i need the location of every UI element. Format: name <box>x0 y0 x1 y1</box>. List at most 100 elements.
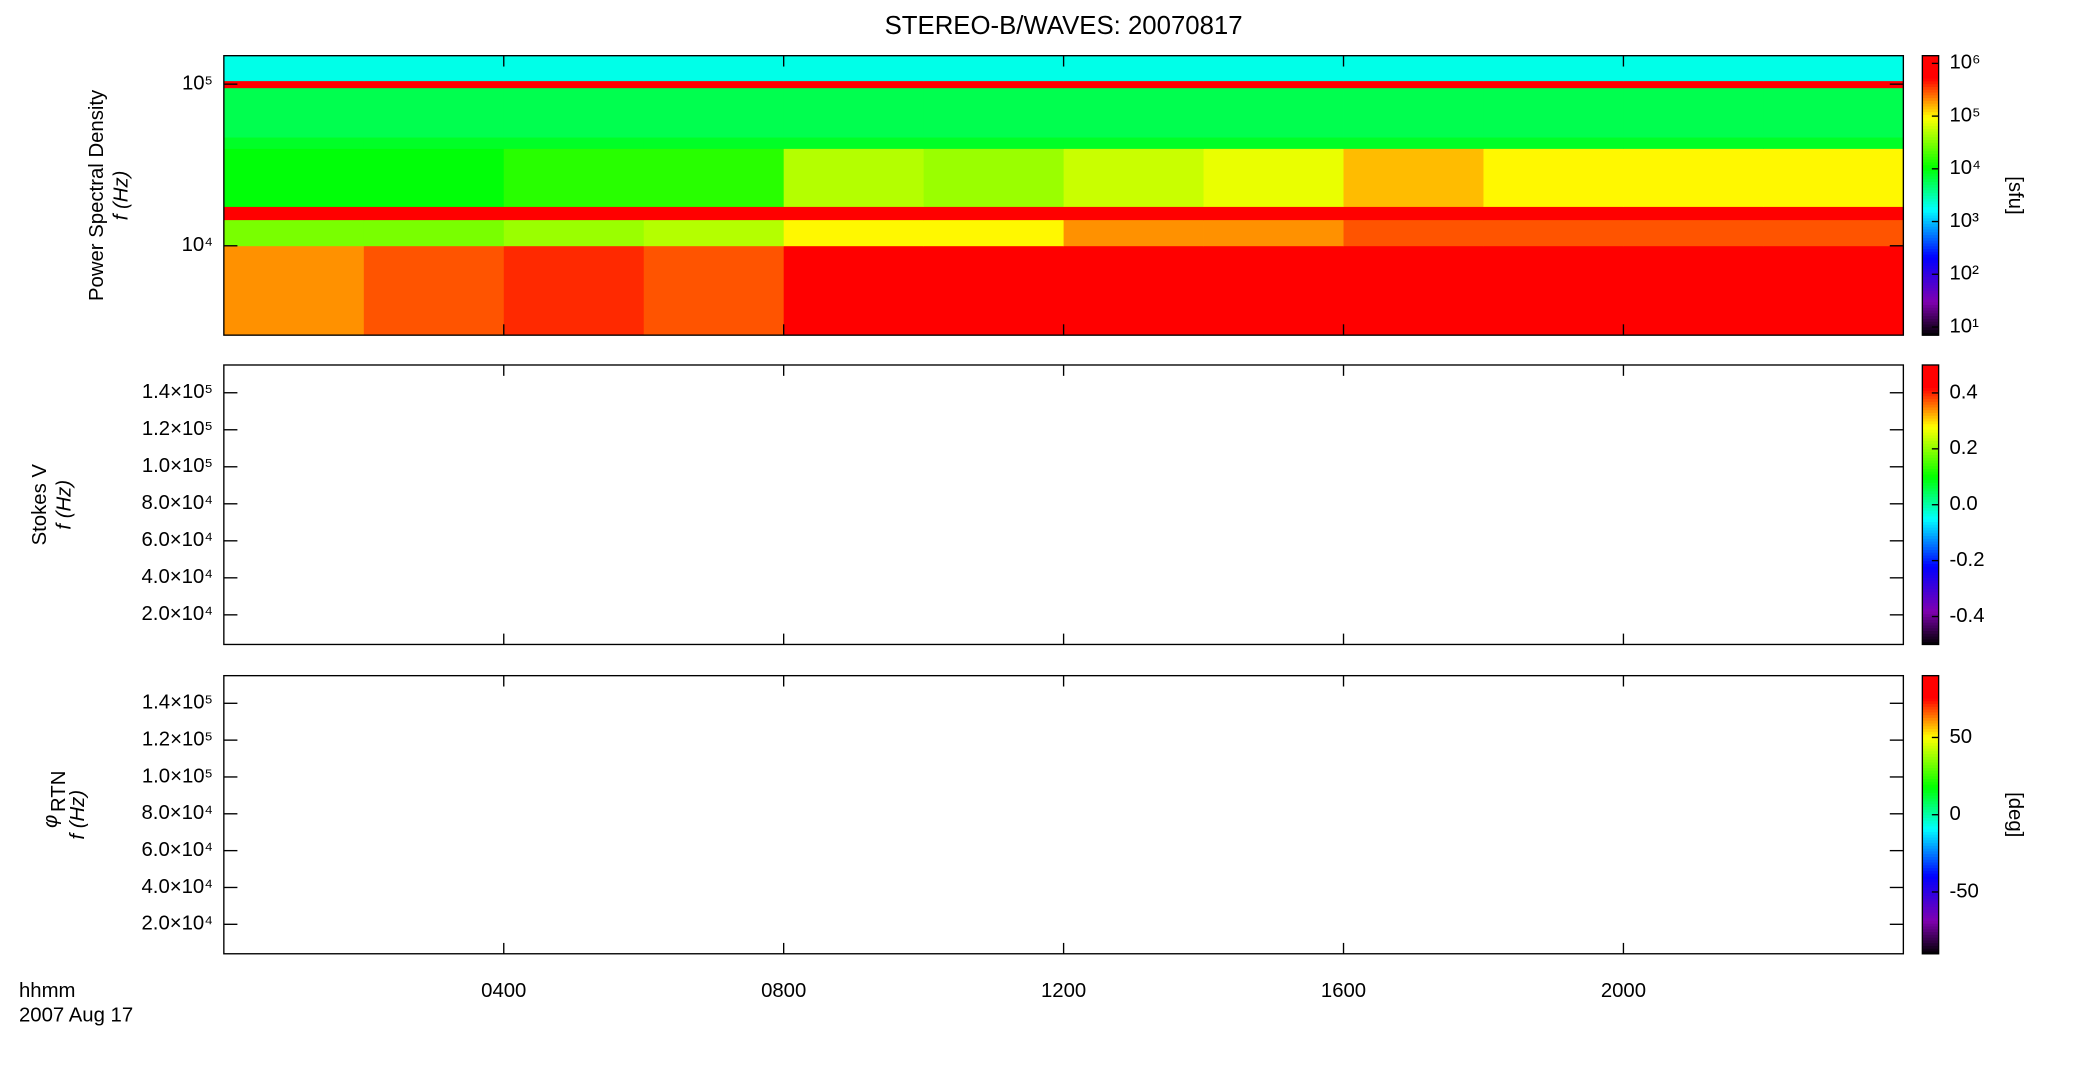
heatmap-cell <box>223 87 365 138</box>
colorbar-band <box>1922 588 1939 592</box>
colorbar-band <box>1922 867 1939 871</box>
colorbar-band <box>1922 848 1939 852</box>
colorbar-band <box>1922 613 1939 618</box>
heatmap-cell <box>223 219 365 247</box>
colorbar-band <box>1922 214 1939 219</box>
colorbar-band <box>1922 711 1939 716</box>
colorbar-band <box>1922 778 1939 782</box>
heatmap-cell <box>783 245 925 336</box>
colorbar-band <box>1922 309 1939 314</box>
colorbar-band <box>1922 329 1939 333</box>
colorbar-band <box>1922 557 1939 562</box>
heatmap-cell <box>1203 245 1344 336</box>
colorbar-band <box>1922 167 1939 171</box>
colorbar-band <box>1922 409 1939 414</box>
colorbar-band <box>1922 610 1939 615</box>
heatmap-cell <box>223 80 365 89</box>
colorbar-tick-label: 10¹ <box>1949 315 1979 337</box>
colorbar-band <box>1922 795 1939 799</box>
colorbar-band <box>1922 304 1939 308</box>
heatmap-cell <box>643 87 785 138</box>
colorbar-band <box>1922 934 1939 938</box>
colorbar-band <box>1922 440 1939 444</box>
colorbar-band <box>1922 61 1939 65</box>
colorbar-band <box>1922 262 1939 266</box>
colorbar-band <box>1922 594 1939 598</box>
colorbar-band <box>1922 756 1939 760</box>
heatmap-cell <box>1063 80 1204 89</box>
colorbar-band <box>1922 928 1939 933</box>
colorbar-band <box>1922 251 1939 255</box>
colorbar-band <box>1922 912 1939 916</box>
colorbar-band <box>1922 920 1939 924</box>
colorbar-band <box>1922 622 1939 626</box>
heatmap-cell <box>223 148 365 207</box>
colorbar-band <box>1922 825 1939 830</box>
colorbar-band <box>1922 242 1939 247</box>
colorbar-band <box>1922 367 1939 372</box>
heatmap-cell <box>1763 219 1904 247</box>
colorbar-band <box>1922 321 1939 325</box>
colorbar-band <box>1922 806 1939 810</box>
colorbar-band <box>1922 599 1939 604</box>
colorbar-band <box>1922 332 1939 336</box>
colorbar-band <box>1922 89 1939 93</box>
colorbar-band <box>1922 192 1939 196</box>
colorbar-band <box>1922 909 1939 913</box>
colorbar-band <box>1922 828 1939 832</box>
heatmap-cell <box>223 206 365 221</box>
heatmap-cell <box>783 206 925 221</box>
colorbar-band <box>1922 831 1939 835</box>
colorbar-band <box>1922 624 1939 629</box>
heatmap-cell <box>1203 80 1344 89</box>
colorbar-band <box>1922 217 1939 222</box>
y-tick-label: 1.4×10⁵ <box>142 692 213 714</box>
colorbar-band <box>1922 103 1939 107</box>
colorbar-band <box>1922 256 1939 261</box>
colorbar-band <box>1922 131 1939 135</box>
colorbar-tick-label: 10² <box>1949 263 1979 285</box>
colorbar-tick-label: 0.4 <box>1949 381 1977 403</box>
heatmap-cell <box>1763 137 1904 149</box>
colorbar-label: [sfu] <box>2004 176 2026 214</box>
colorbar-band <box>1922 448 1939 453</box>
colorbar-band <box>1922 490 1939 495</box>
colorbar-band <box>1922 524 1939 528</box>
colorbar-band <box>1922 312 1939 317</box>
heatmap-cell <box>1763 148 1904 207</box>
colorbar-band <box>1922 504 1939 509</box>
heatmap-cell <box>643 219 785 247</box>
colorbar-band <box>1922 764 1939 768</box>
colorbar-band <box>1922 476 1939 481</box>
colorbar-band <box>1922 563 1939 567</box>
colorbar-band <box>1922 323 1939 328</box>
colorbar-band <box>1922 950 1939 955</box>
colorbar-band <box>1922 521 1939 525</box>
heatmap-cell <box>223 55 365 82</box>
colorbar-band <box>1922 326 1939 331</box>
colorbar-band <box>1922 108 1939 113</box>
colorbar-band <box>1922 381 1939 386</box>
heatmap-cell <box>1623 55 1764 82</box>
colorbar-band <box>1922 446 1939 450</box>
colorbar-band <box>1922 301 1939 305</box>
heatmap-cell <box>363 245 505 336</box>
heatmap-cell <box>1203 137 1344 149</box>
colorbar-band <box>1922 296 1939 300</box>
colorbar-band <box>1922 265 1939 269</box>
colorbar-band <box>1922 870 1939 874</box>
colorbar-band <box>1922 184 1939 188</box>
colorbar-tick-label: 0.0 <box>1949 493 1977 515</box>
colorbar-band <box>1922 203 1939 208</box>
heatmap-cell <box>783 80 925 89</box>
colorbar-band <box>1922 164 1939 169</box>
colorbar-band <box>1922 307 1939 311</box>
colorbar-band <box>1922 364 1939 369</box>
heatmap-cell <box>1763 245 1904 336</box>
colorbar-band <box>1922 814 1939 819</box>
colorbar-band <box>1922 717 1939 721</box>
colorbar-band <box>1922 156 1939 160</box>
colorbar-band <box>1922 161 1939 166</box>
heatmap-cell <box>1343 55 1484 82</box>
